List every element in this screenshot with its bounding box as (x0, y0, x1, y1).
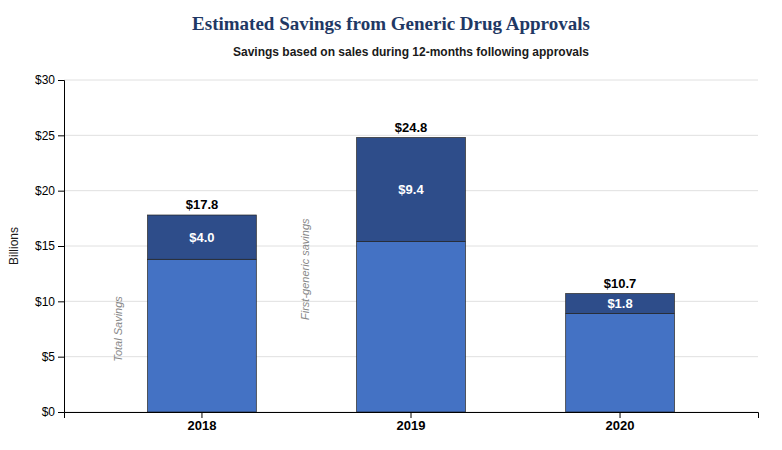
plot: Total Savings First-generic savings $4.0 $9… (7, 73, 759, 433)
total-label: $24.8 (395, 120, 428, 135)
y-tick-label: $15 (35, 239, 55, 253)
bar (357, 242, 466, 412)
labels: $4.0 $9.4 $1.8 $17.8 $24.8 $10.7 (186, 120, 637, 312)
x-tick: 2019 (397, 412, 426, 433)
x-tick: 2018 (188, 412, 217, 433)
y-tick: $30 (35, 73, 64, 87)
grid-line (64, 135, 758, 136)
subtitle: Savings based on sales during 12-months … (233, 45, 589, 59)
data-label: $1.8 (607, 296, 632, 311)
y-tick-mark (58, 80, 64, 81)
y-tick-label: $10 (35, 295, 55, 309)
x-tick-mark (411, 412, 412, 418)
y-tick: $15 (35, 239, 64, 253)
bar (566, 294, 675, 314)
annotation: First-generic savings (299, 218, 311, 320)
y-tick-mark (58, 135, 64, 136)
y-tick-label: $30 (35, 73, 55, 87)
y-tick-label: $0 (42, 405, 56, 419)
x-tick-label: 2018 (188, 418, 217, 433)
x-tick-mark (620, 412, 621, 418)
bar (148, 259, 257, 412)
y-tick-mark (58, 191, 64, 192)
total-label: $17.8 (186, 197, 219, 212)
grid (64, 80, 758, 412)
y-tick-label: $20 (35, 184, 55, 198)
x-tick-label: 2019 (397, 418, 426, 433)
y-tick: $25 (35, 129, 64, 143)
y-tick: $5 (42, 350, 64, 364)
data-label: $9.4 (398, 182, 424, 197)
title: Estimated Savings from Generic Drug Appr… (192, 13, 590, 34)
y-tick-mark (58, 301, 64, 302)
x-tick-label: 2020 (606, 418, 635, 433)
chart: Estimated Savings from Generic Drug Appr… (0, 0, 782, 450)
grid-line (64, 80, 758, 81)
annotation: Total Savings (112, 296, 124, 362)
x-tick-mark (201, 412, 202, 418)
y-axis-title: Billions (7, 227, 21, 265)
y-axis-line (58, 81, 65, 413)
data-label: $4.0 (189, 230, 214, 245)
y-tick-label: $5 (42, 350, 56, 364)
bars (148, 138, 675, 412)
x-axis-line (65, 413, 759, 419)
y-tick: $10 (35, 295, 64, 309)
total-label: $10.7 (604, 276, 637, 291)
y-tick-mark (58, 246, 64, 247)
bar (357, 138, 466, 242)
x-axis: 2018 2019 2020 (65, 412, 759, 433)
bar (148, 215, 257, 259)
y-axis: $0 $5 $10 $15 $20 $25 $30 (35, 73, 65, 419)
y-tick-mark (58, 412, 64, 413)
bar (566, 314, 675, 412)
y-tick-mark (58, 357, 64, 358)
y-tick: $20 (35, 184, 64, 198)
x-tick: 2020 (606, 412, 635, 433)
y-tick-label: $25 (35, 129, 55, 143)
y-tick: $0 (42, 405, 64, 419)
